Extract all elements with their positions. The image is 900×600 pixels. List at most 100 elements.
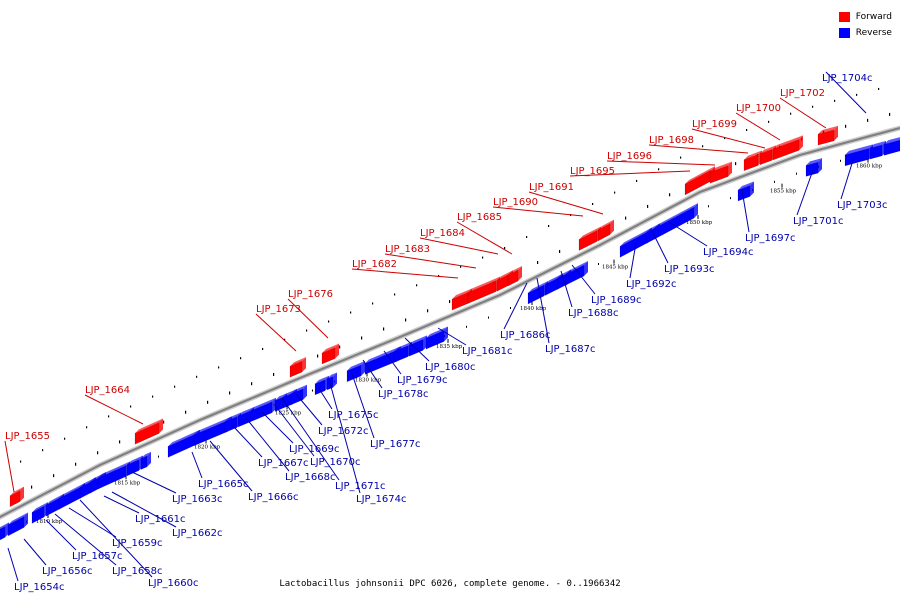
minor-tick-dot	[163, 420, 165, 424]
forward-gene-block	[507, 266, 522, 287]
gene-label-ljp_1701c: LJP_1701c	[793, 216, 844, 227]
minor-tick-dot	[152, 395, 154, 398]
gene-label-ljp_1659c: LJP_1659c	[112, 538, 163, 549]
scale-label-1860-kbp: 1860 kbp	[856, 164, 883, 170]
legend-reverse-label: Reverse	[855, 27, 892, 38]
leader-ljp_1683	[384, 253, 477, 269]
leader-ljp_1669c	[261, 411, 294, 444]
minor-tick-dot	[20, 460, 22, 463]
gene-label-ljp_1704c: LJP_1704c	[822, 73, 873, 84]
leader-ljp_1697c	[741, 189, 750, 233]
minor-tick-dot	[339, 345, 341, 349]
minor-tick-dot	[790, 112, 792, 115]
minor-tick-dot	[466, 325, 467, 328]
leader-ljp_1686c	[503, 282, 528, 330]
minor-tick-dot	[449, 300, 451, 304]
minor-tick-dot	[416, 284, 418, 287]
minor-tick-dot	[735, 162, 737, 166]
gene-labels: LJP_1655 LJP_1664 LJP_1673 LJP_1676 LJP_1682…	[5, 73, 888, 593]
gene-label-ljp_1688c: LJP_1688c	[568, 308, 619, 319]
reverse-gene-block	[565, 261, 588, 286]
gene-label-ljp_1667c: LJP_1667c	[258, 458, 309, 469]
minor-tick-dot	[119, 440, 121, 444]
gene-label-ljp_1679c: LJP_1679c	[397, 375, 448, 386]
gene-label-ljp_1658c: LJP_1658c	[112, 566, 163, 577]
minor-tick-dot	[614, 191, 616, 194]
minor-tick-dot	[658, 168, 660, 171]
scale-label-1830-kbp: 1830 kbp	[355, 378, 382, 384]
minor-tick-dot	[64, 437, 66, 440]
minor-tick-dot	[488, 316, 489, 319]
minor-tick-dot	[218, 366, 220, 369]
leader-ljp_1672c	[295, 393, 323, 426]
forward-gene-block	[321, 343, 339, 365]
forward-gene-block	[289, 357, 306, 378]
gene-label-ljp_1697c: LJP_1697c	[745, 233, 796, 244]
gene-label-ljp_1692c: LJP_1692c	[626, 279, 677, 290]
minor-tick-dot	[889, 112, 891, 116]
legend-reverse: Reverse	[838, 25, 892, 40]
scale-label-1845-kbp: 1845 kbp	[602, 265, 629, 271]
minor-tick-dot	[834, 99, 836, 102]
leader-ljp_1675c	[317, 386, 333, 410]
leader-ljp_1684	[419, 237, 499, 255]
forward-gene-block	[597, 219, 614, 242]
minor-tick-dot	[328, 320, 330, 323]
figure-caption: Lactobacillus johnsonii DPC 6026, comple…	[279, 579, 621, 589]
leader-ljp_1700	[735, 112, 781, 141]
minor-tick-dot	[262, 347, 264, 350]
leader-ljp_1663c	[131, 471, 177, 494]
reverse-gene-block	[869, 140, 886, 160]
minor-tick-dot	[510, 307, 511, 309]
reverse-gene-block	[7, 512, 28, 537]
leader-ljp_1658c	[54, 513, 117, 566]
gene-label-ljp_1677c: LJP_1677c	[370, 439, 421, 450]
minor-tick-dot	[372, 302, 374, 305]
minor-tick-dot	[708, 205, 709, 208]
minor-tick-dot	[730, 197, 731, 200]
minor-tick-dot	[130, 405, 132, 408]
reverse-swatch	[838, 27, 850, 38]
gene-label-ljp_1672c: LJP_1672c	[318, 426, 369, 437]
leader-ljp_1703c	[840, 156, 855, 200]
leader-ljp_1654c	[7, 547, 19, 582]
leader-ljp_1702	[779, 97, 827, 129]
gene-label-ljp_1686c: LJP_1686c	[500, 330, 551, 341]
minor-tick-dot	[669, 193, 671, 197]
minor-tick-dot	[845, 124, 847, 128]
minor-tick-dot	[482, 256, 484, 259]
leader-ljp_1682	[351, 268, 459, 279]
gene-label-ljp_1655: LJP_1655	[5, 431, 50, 442]
leader-ljp_1677c	[350, 370, 375, 439]
label-leaders	[4, 71, 867, 582]
forward-swatch	[838, 11, 850, 22]
minor-tick-dot	[75, 462, 77, 466]
gene-label-ljp_1664: LJP_1664	[85, 385, 130, 396]
reverse-gene-block	[249, 397, 276, 423]
reverse-gene-block	[844, 144, 873, 167]
leader-ljp_1693c	[651, 230, 669, 264]
minor-tick-dot	[867, 118, 869, 122]
reverse-gene-block	[408, 335, 427, 357]
gene-label-ljp_1673: LJP_1673	[256, 304, 301, 315]
gene-label-ljp_1669c: LJP_1669c	[289, 444, 340, 455]
leader-ljp_1687c	[536, 277, 550, 344]
gene-label-ljp_1660c: LJP_1660c	[148, 578, 199, 589]
minor-tick-dot	[427, 309, 429, 313]
minor-tick-dot	[185, 410, 187, 414]
gene-label-ljp_1683: LJP_1683	[385, 244, 430, 255]
leader-ljp_1666c	[209, 440, 253, 492]
leader-ljp_1659c	[68, 507, 117, 538]
minor-tick-dot	[273, 372, 275, 376]
gene-label-ljp_1654c: LJP_1654c	[14, 582, 65, 593]
minor-tick-dot	[158, 455, 159, 458]
gene-label-ljp_1680c: LJP_1680c	[425, 362, 476, 373]
leader-ljp_1685	[456, 221, 513, 255]
gene-label-ljp_1670c: LJP_1670c	[310, 457, 361, 468]
scale-label-1855-kbp: 1855 kbp	[770, 189, 797, 195]
legend-forward-label: Forward	[855, 11, 892, 22]
reverse-gene-block	[737, 181, 754, 202]
leader-ljp_1699	[691, 128, 766, 149]
scale-label-1825-kbp: 1825 kbp	[275, 410, 302, 416]
